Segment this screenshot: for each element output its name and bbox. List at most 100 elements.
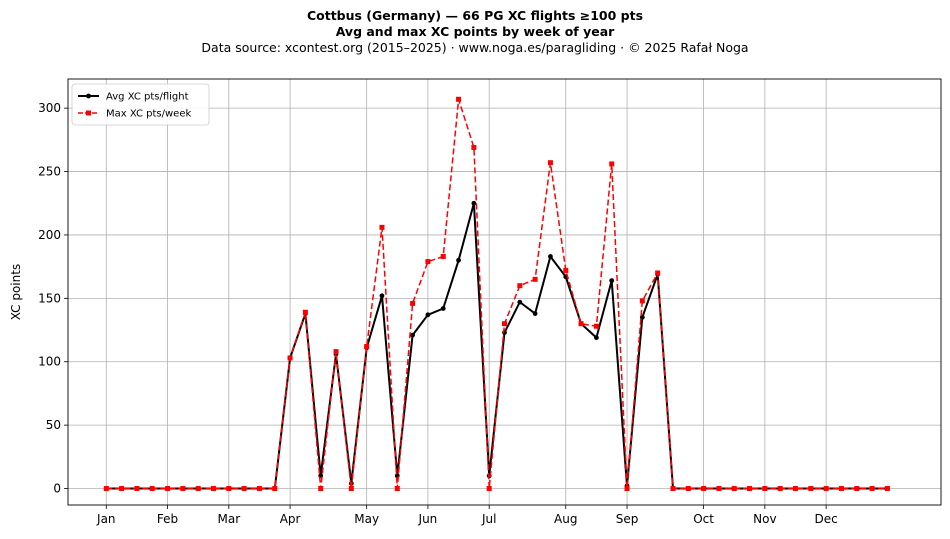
series-avg — [103, 200, 890, 491]
data-point — [517, 299, 523, 305]
data-point — [793, 486, 798, 492]
data-point — [134, 486, 140, 492]
data-point — [578, 321, 584, 327]
data-point — [624, 486, 630, 492]
legend: Avg XC pts/flight Max XC pts/week — [71, 83, 210, 126]
series-line — [106, 203, 888, 490]
chart-source-line: Data source: xcontest.org (2015–2025) · … — [201, 40, 749, 55]
y-tick-label: 150 — [38, 291, 61, 305]
data-point — [670, 486, 676, 492]
data-point — [701, 486, 707, 492]
data-point — [471, 144, 477, 150]
data-point — [410, 332, 416, 338]
data-point — [486, 486, 492, 492]
y-tick-label: 300 — [38, 101, 61, 115]
y-tick-label: 0 — [53, 482, 61, 496]
x-tick-label: Jul — [481, 512, 496, 526]
data-point — [685, 486, 691, 492]
data-point — [333, 349, 339, 355]
y-tick-label: 200 — [38, 228, 61, 242]
data-point — [425, 312, 431, 318]
data-point — [747, 486, 753, 492]
data-point — [823, 486, 829, 492]
x-tick-label: Aug — [554, 512, 577, 526]
data-point — [548, 254, 553, 259]
x-tick-label: Nov — [753, 512, 776, 526]
legend-swatch-marker — [86, 93, 91, 99]
data-point — [609, 161, 615, 167]
data-point — [180, 486, 186, 492]
y-tick-label: 100 — [38, 355, 61, 369]
x-tick-label: Feb — [157, 512, 178, 526]
data-point — [762, 486, 768, 492]
x-axis-ticks: Jan Feb Mar Apr May Jun Jul Aug Sep Oct Nov Dec — [96, 505, 838, 526]
data-point — [532, 276, 538, 282]
data-point — [287, 355, 293, 361]
data-point — [256, 486, 262, 492]
data-point — [593, 323, 599, 329]
x-tick-label: Mar — [217, 512, 240, 526]
x-tick-label: May — [354, 512, 379, 526]
data-point — [716, 486, 722, 492]
legend-item: Max XC pts/week — [78, 109, 191, 120]
data-point — [394, 486, 400, 492]
y-tick-label: 50 — [46, 418, 61, 432]
x-tick-label: Sep — [616, 512, 639, 526]
chart-subtitle: Avg and max XC points by week of year — [335, 24, 615, 39]
data-point — [302, 309, 308, 315]
data-point — [547, 160, 553, 166]
data-point — [211, 486, 216, 492]
y-axis-ticks: 0 50 100 150 200 250 300 — [38, 101, 68, 496]
x-tick-label: Apr — [280, 512, 301, 526]
data-point — [517, 283, 523, 289]
x-tick-label: Jan — [96, 512, 116, 526]
data-point — [318, 486, 324, 492]
data-point — [379, 224, 385, 230]
data-point — [563, 267, 569, 273]
data-point — [272, 486, 278, 492]
data-point — [226, 486, 232, 492]
legend-item: Avg XC pts/flight — [78, 92, 189, 103]
data-point — [808, 486, 814, 492]
data-point — [440, 254, 446, 259]
data-point — [731, 486, 737, 492]
series-line — [106, 99, 888, 490]
y-tick-label: 250 — [38, 165, 61, 179]
data-point — [869, 486, 875, 492]
data-point — [884, 486, 890, 492]
data-point — [195, 486, 201, 492]
x-tick-label: Dec — [815, 512, 838, 526]
data-point — [639, 314, 645, 320]
data-point — [471, 200, 477, 206]
data-point — [348, 486, 354, 492]
legend-label: Max XC pts/week — [106, 109, 191, 120]
x-tick-label: Jun — [418, 512, 438, 526]
data-point — [410, 300, 416, 306]
series-max — [103, 96, 890, 492]
data-point — [364, 344, 370, 350]
grid-lines — [68, 79, 941, 505]
plot-frame — [67, 78, 942, 506]
legend-swatch-marker — [86, 110, 91, 116]
data-point — [655, 270, 661, 276]
x-tick-label: Oct — [693, 512, 714, 526]
legend-box — [71, 83, 210, 126]
data-point — [241, 486, 247, 492]
data-point — [149, 486, 155, 492]
data-point — [639, 298, 645, 304]
data-point — [425, 259, 431, 265]
data-point — [440, 306, 446, 311]
data-point — [165, 486, 171, 492]
data-point — [456, 257, 461, 263]
y-axis-label: XC points — [9, 264, 23, 320]
legend-label: Avg XC pts/flight — [106, 92, 189, 103]
data-point — [593, 335, 599, 341]
data-point — [838, 486, 844, 492]
data-point — [379, 293, 385, 299]
data-point — [119, 486, 125, 492]
data-point — [456, 96, 462, 102]
data-point — [532, 311, 538, 316]
data-point — [609, 278, 615, 283]
data-point — [854, 486, 860, 492]
chart-title-block: Cottbus (Germany) — 66 PG XC flights ≥10… — [0, 8, 950, 56]
